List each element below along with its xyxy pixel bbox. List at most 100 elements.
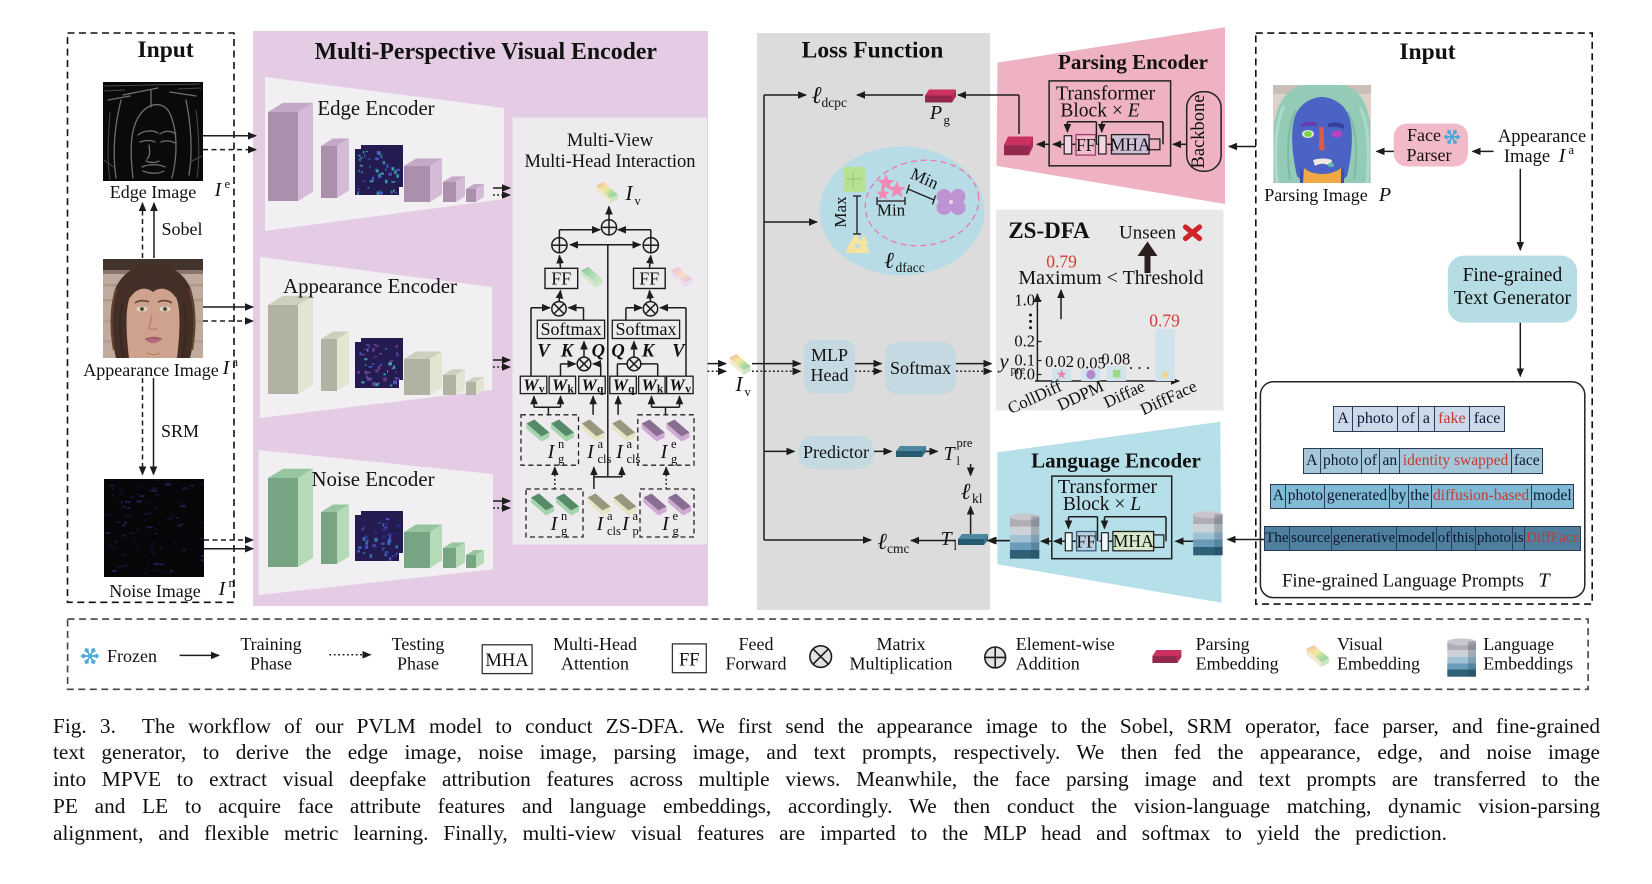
- svg-text:Maximum < Threshold: Maximum < Threshold: [1018, 267, 1203, 289]
- svg-text:Visual: Visual: [1337, 634, 1383, 654]
- svg-text:Parsing: Parsing: [1196, 634, 1250, 654]
- svg-text:I: I: [596, 513, 605, 535]
- svg-text:Multiplication: Multiplication: [850, 654, 953, 674]
- svg-text:Min: Min: [877, 201, 906, 220]
- svg-text:l: l: [954, 539, 958, 553]
- svg-text:FF: FF: [679, 651, 700, 671]
- svg-text:V: V: [537, 342, 551, 362]
- svg-text:l: l: [957, 454, 961, 468]
- svg-text:cls: cls: [627, 452, 641, 466]
- svg-text:g: g: [944, 112, 951, 127]
- svg-text:T: T: [943, 443, 956, 465]
- svg-text:k: k: [567, 384, 574, 396]
- svg-text:a: a: [633, 509, 639, 523]
- svg-text:Appearance: Appearance: [1498, 127, 1586, 147]
- svg-text:ℓ: ℓ: [877, 529, 887, 554]
- svg-text:V: V: [672, 342, 686, 362]
- svg-text:MHA: MHA: [1110, 135, 1151, 155]
- svg-text:Sobel: Sobel: [161, 219, 202, 239]
- svg-text:1.0: 1.0: [1014, 291, 1035, 310]
- svg-text:MLP: MLP: [811, 345, 848, 365]
- svg-text:Matrix: Matrix: [877, 634, 926, 654]
- svg-text:K: K: [641, 342, 656, 362]
- svg-text:Edge Encoder: Edge Encoder: [317, 97, 434, 120]
- svg-text:Fine-grained Language Prompts: Fine-grained Language Prompts: [1282, 571, 1524, 592]
- svg-text:Language Encoder: Language Encoder: [1031, 449, 1201, 473]
- svg-text:Fine-grained: Fine-grained: [1463, 265, 1563, 286]
- svg-text:. . .: . . .: [1129, 354, 1150, 373]
- svg-text:a: a: [627, 437, 633, 451]
- svg-text:e: e: [671, 437, 677, 451]
- svg-text:Q: Q: [611, 342, 624, 362]
- svg-text:Parsing Encoder: Parsing Encoder: [1058, 50, 1208, 74]
- svg-text:ZS-DFA: ZS-DFA: [1008, 218, 1090, 243]
- svg-text:g: g: [558, 452, 565, 466]
- svg-text:v: v: [685, 384, 691, 396]
- svg-text:0.1: 0.1: [1014, 351, 1035, 370]
- svg-text:Face: Face: [1407, 125, 1441, 145]
- svg-text:Parsing Image: Parsing Image: [1264, 185, 1367, 205]
- svg-text:g: g: [673, 524, 680, 538]
- svg-text:W: W: [642, 376, 659, 395]
- svg-text:Loss Function: Loss Function: [802, 38, 944, 64]
- svg-text:Embedding: Embedding: [1337, 654, 1420, 674]
- svg-text:ℓ: ℓ: [884, 248, 894, 273]
- svg-text:W: W: [582, 376, 599, 395]
- svg-text:e: e: [673, 509, 679, 523]
- svg-text:e: e: [225, 177, 231, 191]
- svg-text:Softmax: Softmax: [616, 319, 677, 339]
- svg-text:FF: FF: [551, 269, 571, 289]
- svg-text:T: T: [1538, 570, 1551, 592]
- svg-text:Element-wise: Element-wise: [1016, 634, 1115, 654]
- svg-text:Appearance Encoder: Appearance Encoder: [283, 275, 457, 298]
- svg-text:Multi-Head: Multi-Head: [553, 634, 637, 654]
- svg-text:FF: FF: [639, 269, 659, 289]
- svg-text:Embedding: Embedding: [1196, 654, 1279, 674]
- svg-text:Predictor: Predictor: [803, 442, 869, 462]
- svg-text:FF: FF: [1076, 532, 1096, 552]
- svg-text:cls: cls: [607, 524, 621, 538]
- svg-text:I: I: [625, 181, 634, 205]
- svg-text:cmc: cmc: [887, 541, 910, 556]
- svg-text:Noise Encoder: Noise Encoder: [311, 468, 434, 491]
- svg-text:Transformer: Transformer: [1056, 83, 1156, 105]
- svg-text:Feed: Feed: [739, 634, 774, 654]
- svg-text:I: I: [547, 441, 556, 463]
- svg-text:0.05: 0.05: [1077, 354, 1106, 373]
- svg-text:I: I: [1558, 145, 1567, 167]
- svg-text:I: I: [660, 441, 669, 463]
- svg-text:Text Generator: Text Generator: [1454, 288, 1572, 309]
- svg-text:0.02: 0.02: [1045, 352, 1074, 371]
- svg-text:v: v: [635, 194, 642, 208]
- svg-text:Multi-Head Interaction: Multi-Head Interaction: [524, 152, 695, 172]
- svg-text:Image: Image: [1504, 147, 1550, 167]
- svg-text:K: K: [560, 342, 575, 362]
- svg-text:W: W: [670, 376, 687, 395]
- svg-text:Block × L: Block × L: [1063, 494, 1141, 515]
- svg-text:Multi-View: Multi-View: [567, 131, 654, 151]
- svg-text:n: n: [558, 437, 565, 451]
- svg-text:Noise Image: Noise Image: [109, 581, 200, 601]
- svg-text:0.79: 0.79: [1149, 311, 1180, 331]
- svg-text:n: n: [561, 509, 568, 523]
- svg-text:I: I: [222, 357, 231, 379]
- svg-text:I: I: [214, 179, 223, 201]
- svg-text:y: y: [997, 349, 1009, 373]
- svg-text:a: a: [233, 355, 239, 369]
- svg-text:Input: Input: [138, 37, 194, 63]
- svg-text:SRM: SRM: [161, 421, 199, 441]
- svg-text:dcpc: dcpc: [822, 95, 847, 110]
- svg-text:Softmax: Softmax: [541, 319, 602, 339]
- svg-text:ℓ: ℓ: [961, 479, 971, 504]
- svg-text:0.79: 0.79: [1046, 252, 1077, 272]
- svg-text:0.0: 0.0: [1014, 365, 1035, 384]
- svg-text:T: T: [940, 528, 953, 550]
- svg-text:q: q: [597, 384, 604, 396]
- svg-text:I: I: [735, 372, 744, 396]
- svg-text:Edge Image: Edge Image: [110, 182, 196, 202]
- svg-text:W: W: [613, 376, 630, 395]
- svg-text:g: g: [561, 524, 568, 538]
- svg-text:v: v: [539, 384, 545, 396]
- svg-text:I: I: [218, 578, 227, 600]
- svg-text:a: a: [607, 509, 613, 523]
